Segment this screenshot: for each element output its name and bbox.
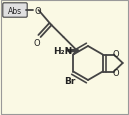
Text: Br: Br xyxy=(65,77,76,86)
Text: O: O xyxy=(33,39,40,48)
Text: O: O xyxy=(113,68,120,77)
FancyBboxPatch shape xyxy=(3,4,27,18)
Text: O: O xyxy=(34,6,41,15)
Text: O: O xyxy=(113,50,120,59)
Text: Abs: Abs xyxy=(8,6,22,15)
Text: H₂N: H₂N xyxy=(54,46,73,55)
